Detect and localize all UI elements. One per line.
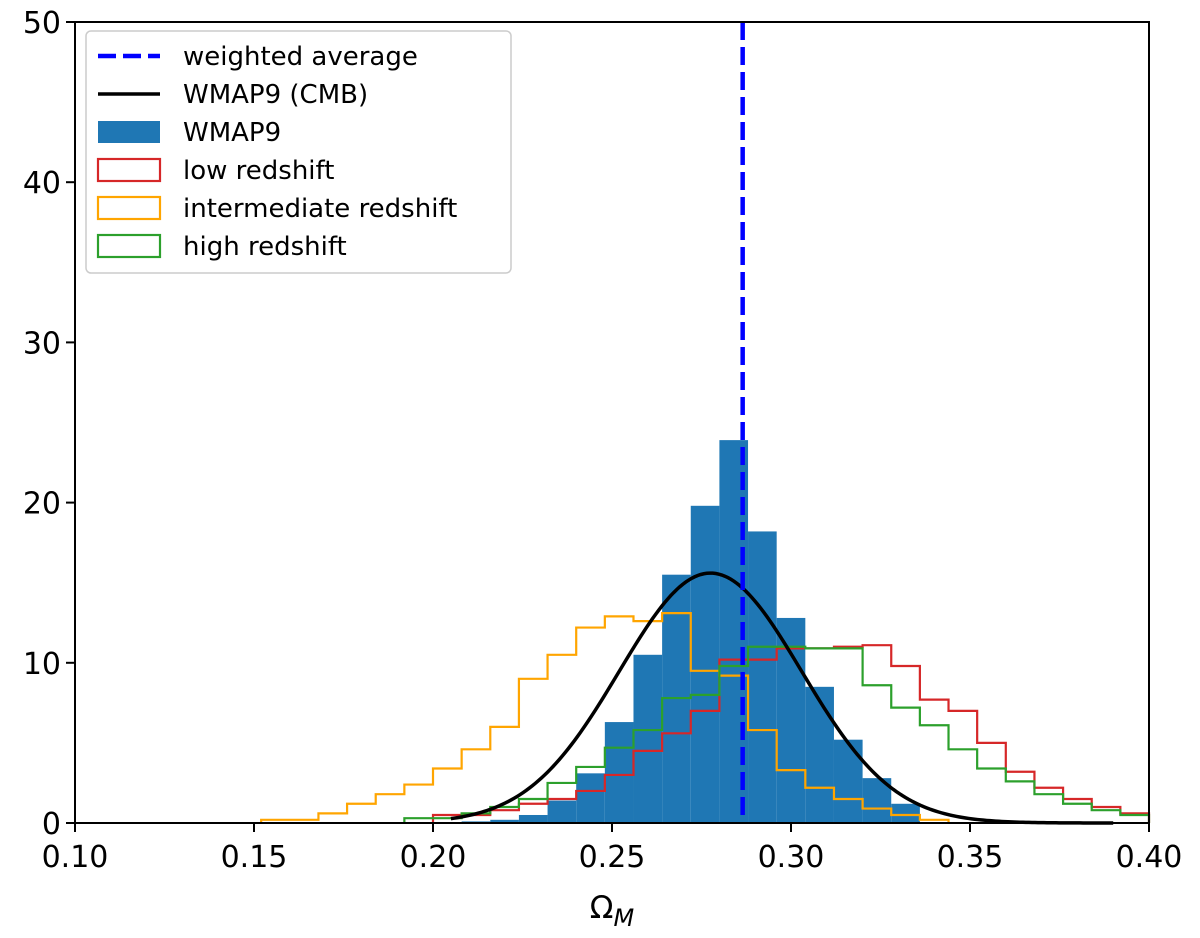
legend-label: intermediate redshift xyxy=(183,194,457,224)
wmap9-histogram-bar xyxy=(833,739,863,823)
y-tick-label: 10 xyxy=(23,647,61,682)
legend-box xyxy=(85,30,512,274)
x-axis: 0.10 0.15 0.20 0.25 0.30 0.35 0.40 xyxy=(42,823,1183,875)
x-axis-label: ΩM xyxy=(590,890,635,932)
wmap9-histogram-bar xyxy=(604,722,634,823)
x-axis-label-main: Ω xyxy=(590,890,614,926)
y-tick-label: 50 xyxy=(23,6,61,41)
legend-label: low redshift xyxy=(183,156,334,186)
x-axis-label-subscript: M xyxy=(613,904,634,932)
wmap9-histogram-bar xyxy=(891,803,920,823)
x-tick-label: 0.15 xyxy=(221,840,288,875)
wmap9-histogram-bar xyxy=(576,773,605,823)
x-tick-label: 0.20 xyxy=(400,840,467,875)
legend-label: WMAP9 (CMB) xyxy=(183,80,368,110)
x-tick-label: 0.40 xyxy=(1116,840,1183,875)
legend-handle-step xyxy=(96,157,162,183)
legend-label: weighted average xyxy=(183,42,418,72)
y-tick-label: 30 xyxy=(23,326,61,361)
wmap9-histogram-bar xyxy=(490,819,519,823)
y-tick-label: 20 xyxy=(23,487,61,522)
y-tick-label: 40 xyxy=(23,166,61,201)
legend-handle-step xyxy=(96,195,162,221)
intermediate-redshift-histogram xyxy=(260,612,950,823)
legend-handle-step xyxy=(96,233,162,259)
legend-handle-filled xyxy=(98,121,160,143)
x-tick-label: 0.10 xyxy=(42,840,109,875)
wmap9-histogram-bar xyxy=(633,654,663,823)
legend-label: high redshift xyxy=(183,232,347,262)
high-redshift-histogram xyxy=(403,645,1151,823)
x-tick-label: 0.30 xyxy=(758,840,825,875)
y-axis: 0 10 20 30 40 50 xyxy=(23,6,75,842)
plot-area xyxy=(260,22,1151,825)
wmap9-histogram-bar xyxy=(690,505,720,823)
wmap9-cmb-curve xyxy=(450,571,1114,825)
x-tick-label: 0.25 xyxy=(579,840,646,875)
x-tick-label: 0.35 xyxy=(937,840,1004,875)
wmap9-histogram-bar xyxy=(748,531,777,823)
legend: weighted average WMAP9 (CMB) WMAP9 low reds… xyxy=(85,30,512,274)
wmap9-histogram-bar xyxy=(547,800,577,823)
wmap9-histogram-bar xyxy=(518,814,548,823)
wmap9-histogram-bar xyxy=(805,686,834,823)
legend-label: WMAP9 xyxy=(183,118,281,148)
y-tick-label: 0 xyxy=(42,807,61,842)
